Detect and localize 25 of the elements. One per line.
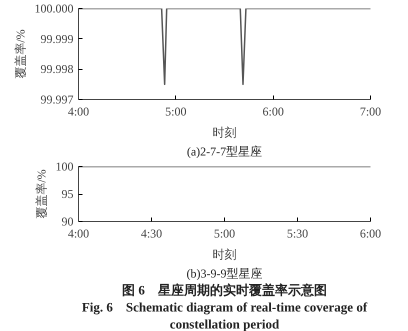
x-tick-label: 6:00 bbox=[262, 104, 284, 118]
caption: 图 6 星座周期的实时覆盖率示意图 bbox=[122, 282, 327, 298]
y-tick-label: 100 bbox=[56, 160, 74, 174]
x-axis-title: 时刻 bbox=[212, 126, 236, 140]
y-tick-label: 90 bbox=[62, 214, 74, 228]
x-tick-label: 4:00 bbox=[68, 226, 90, 240]
y-tick-label: 99.998 bbox=[40, 62, 74, 76]
x-axis-title: 时刻 bbox=[212, 248, 236, 262]
y-tick-label: 99.997 bbox=[40, 92, 74, 106]
text: constellation period bbox=[170, 316, 280, 331]
x-tick-label: 5:00 bbox=[214, 226, 236, 240]
x-tick-label: 6:00 bbox=[360, 226, 382, 240]
x-tick-label: 5:30 bbox=[286, 226, 308, 240]
x-tick-label: 4:00 bbox=[68, 104, 90, 118]
y-tick-label: 95 bbox=[62, 187, 74, 201]
caption: Fig. 6 Schematic diagram of real-time coverage of bbox=[82, 300, 368, 314]
y-tick-label: 100.000 bbox=[34, 2, 74, 16]
x-tick-label: 5:00 bbox=[165, 104, 187, 118]
y-axis-title: 覆盖率/% bbox=[34, 169, 48, 219]
y-tick-label: 99.999 bbox=[40, 32, 74, 46]
text: (b)3-9-9型星座 bbox=[186, 266, 262, 280]
x-tick-label: 7:00 bbox=[360, 104, 382, 118]
x-tick-label: 4:30 bbox=[140, 226, 162, 240]
text: (a)2-7-7型星座 bbox=[186, 144, 262, 158]
y-axis-title: 覆盖率/% bbox=[14, 29, 28, 79]
